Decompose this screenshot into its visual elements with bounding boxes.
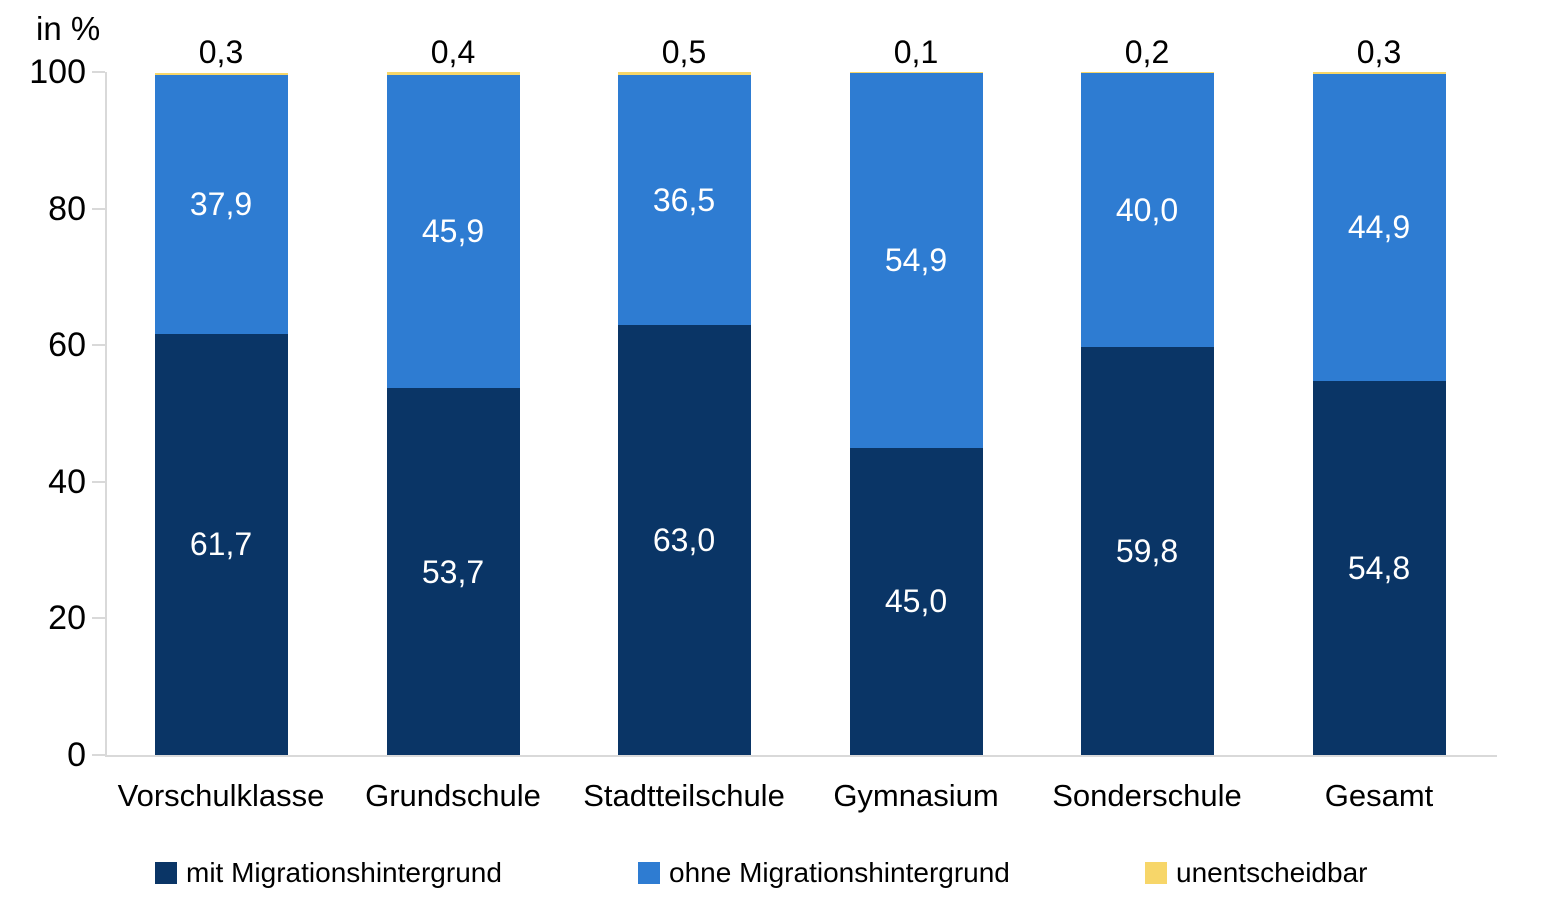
bar-value-label: 54,8: [1347, 549, 1411, 586]
y-axis-tick-label: 60: [48, 326, 86, 365]
x-axis-label: Vorschulklasse: [117, 778, 325, 813]
y-axis-tick: [92, 480, 105, 483]
legend-label: unentscheidbar: [1176, 857, 1368, 888]
y-axis-tick: [92, 754, 105, 756]
bar-value-label: 59,8: [1115, 532, 1179, 569]
bar-value-label: 36,5: [652, 182, 716, 219]
bar-segment: [617, 324, 751, 755]
legend-item: ohne Migrationshintergrund: [638, 856, 1010, 890]
y-axis-unit-label: in %: [36, 10, 101, 47]
bar-segment: [154, 333, 288, 755]
y-axis-tick-label: 0: [67, 736, 86, 774]
legend-swatch: [155, 862, 177, 884]
bar-segment: [849, 72, 983, 73]
bar-value-label: 61,7: [189, 526, 253, 563]
cap-value-label: 0,2: [1124, 34, 1170, 70]
legend-swatch: [638, 862, 660, 884]
bar-segment: [386, 74, 520, 389]
bar-segment: [1312, 74, 1446, 381]
cap-value-label: 0,3: [198, 34, 244, 70]
bar-segment: [386, 388, 520, 755]
bar-segment: [849, 72, 983, 448]
bar-value-label: 37,9: [189, 186, 253, 223]
legend-label: mit Migrationshintergrund: [186, 857, 502, 888]
y-axis-tick-label: 100: [29, 53, 86, 91]
y-axis-tick: [92, 617, 105, 620]
bar-segment: [386, 72, 520, 75]
bar-value-label: 45,0: [884, 583, 948, 620]
legend-label: ohne Migrationshintergrund: [669, 857, 1010, 888]
y-axis-tick: [92, 71, 105, 73]
y-axis-tick-label: 80: [48, 189, 86, 228]
bar-segment: [617, 72, 751, 76]
cap-value-label: 0,5: [661, 34, 707, 70]
legend-item: mit Migrationshintergrund: [155, 856, 502, 890]
y-axis-tick: [92, 344, 105, 347]
legend: mit Migrationshintergrund ohne Migrations…: [0, 852, 1548, 892]
cap-value-label: 0,1: [893, 34, 939, 70]
x-axis-label: Gymnasium: [833, 778, 999, 813]
bar-value-label: 45,9: [421, 213, 485, 250]
bar-value-label: 63,0: [652, 521, 716, 558]
bar-segment: [1080, 73, 1214, 347]
x-axis-label: Grundschule: [365, 778, 541, 813]
bar-segment: [849, 447, 983, 755]
bar-segment: [1312, 72, 1446, 75]
x-axis-label: Gesamt: [1324, 778, 1434, 813]
y-axis-tick: [92, 207, 105, 210]
x-axis-line: [105, 755, 1497, 757]
x-axis-label: Sonderschule: [1052, 778, 1242, 813]
x-axis-label: Stadtteilschule: [583, 778, 785, 813]
y-axis-line: [105, 72, 107, 755]
bar-value-label: 40,0: [1115, 191, 1179, 228]
y-axis-tick-label: 20: [48, 599, 86, 638]
bar-segment: [154, 74, 288, 334]
cap-value-label: 0,4: [430, 34, 476, 70]
cap-value-label: 0,3: [1356, 34, 1402, 70]
bar-segment: [1080, 72, 1214, 74]
legend-swatch: [1145, 862, 1167, 884]
bar-segment: [154, 72, 288, 75]
bar-value-label: 54,9: [884, 242, 948, 279]
bar-value-label: 44,9: [1347, 209, 1411, 246]
legend-item: unentscheidbar: [1145, 856, 1367, 890]
bar-value-label: 53,7: [421, 553, 485, 590]
bar-segment: [1080, 346, 1214, 755]
bar-segment: [617, 75, 751, 325]
bar-segment: [1312, 380, 1446, 755]
y-axis-tick-label: 40: [48, 462, 86, 501]
